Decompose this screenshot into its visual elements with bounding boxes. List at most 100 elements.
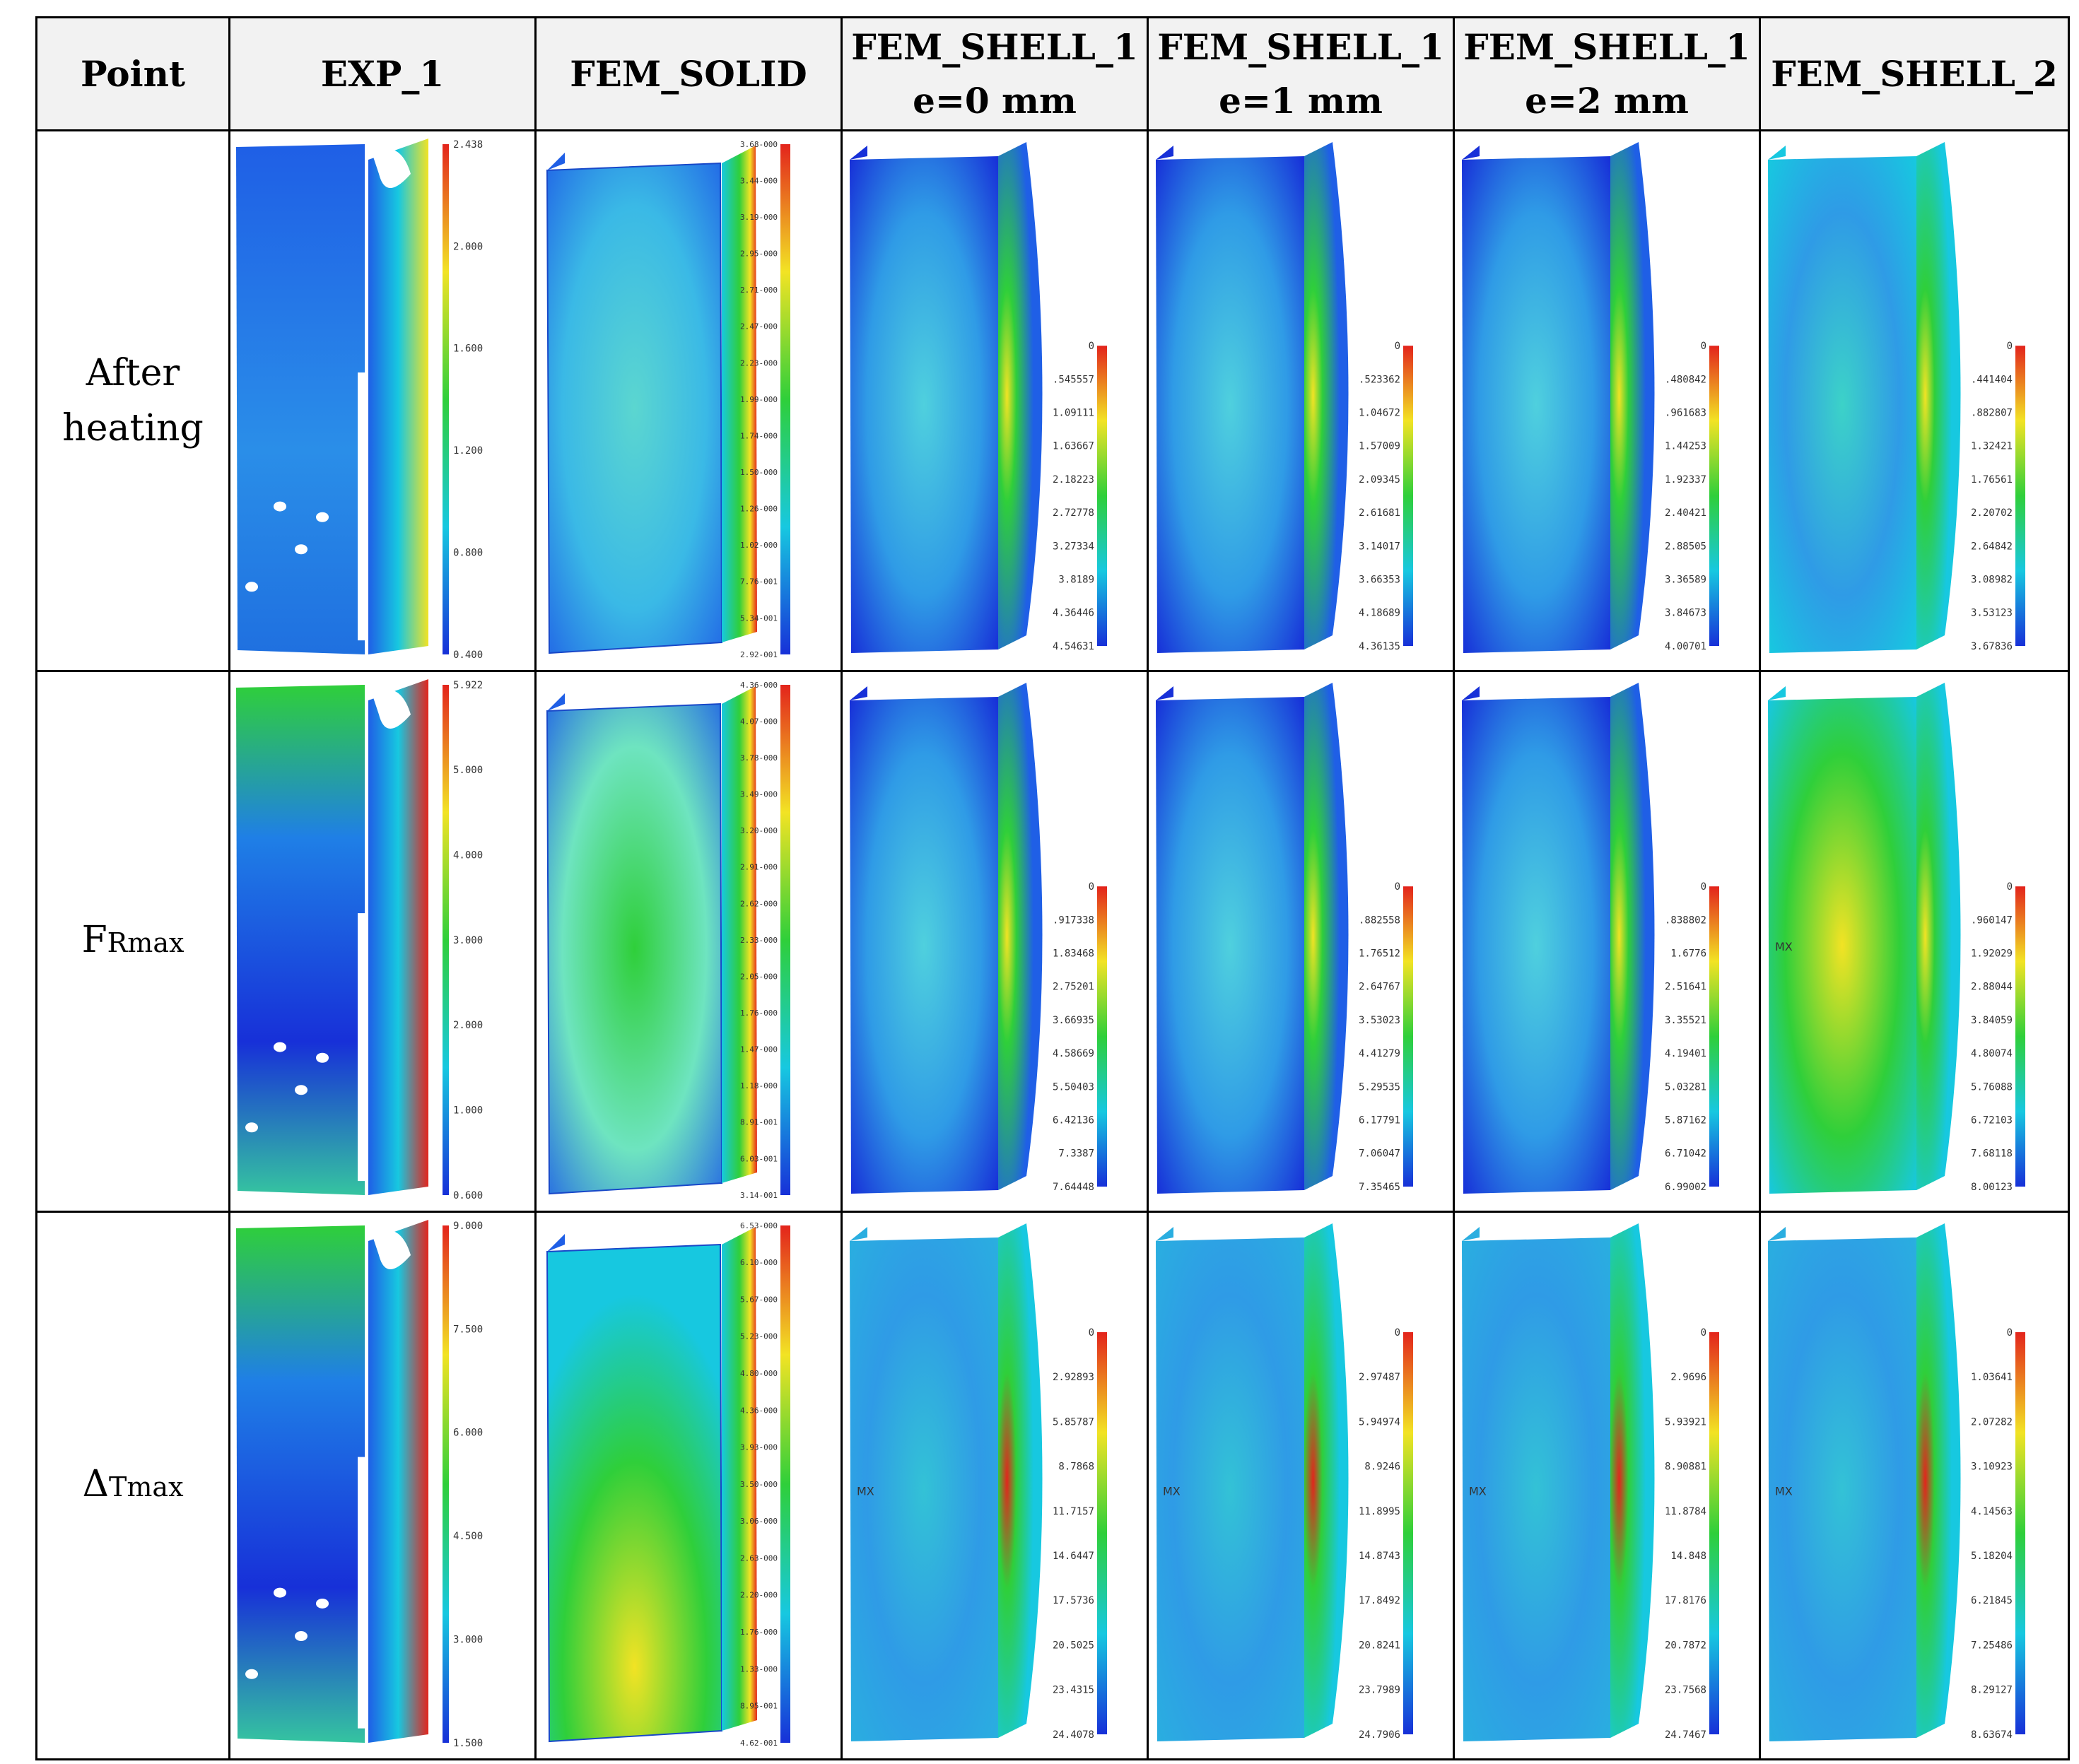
colorbar-tick-label: 1.76561 [1971,474,2013,486]
max-marker-label: MX [1775,1484,1793,1498]
colorbar-tick-label: 1.6776 [1670,948,1706,960]
colorbar-tick-label: 3.000 [453,1635,483,1646]
colorbar-tick-label: 5.000 [453,765,483,776]
colorbar-tick-label: 8.29127 [1971,1685,2013,1696]
colorbar-tick-label: 5.922 [453,680,483,691]
colorbar-tick-label: 7.64448 [1053,1182,1094,1193]
colorbar-tick-label: 0.400 [453,649,483,661]
colorbar-tick-label: .545557 [1053,374,1094,385]
plot-cell: 9.000 7.500 6.000 4.500 3.000 1.500 [228,1211,537,1760]
row-label-main: F [81,919,107,961]
shell-contour-plot: 0 .480842 .961683 1.44253 1.92337 2.40421 2.88… [1462,142,1719,653]
colorbar-tick-label: 7.3387 [1058,1148,1094,1160]
colorbar-tick-label: 4.36-000 [740,681,778,690]
colorbar [2015,346,2025,646]
header-fem-shell-2: FEM_SHELL_2 [1759,16,2070,131]
colorbar-tick-label: 4.80074 [1971,1048,2013,1059]
exp-panel-side [368,139,428,654]
colorbar-tick-label: 3.68-000 [740,140,778,149]
colorbar-tick-label: 5.85787 [1053,1416,1094,1428]
colorbar-tick-label: 0 [2007,1327,2013,1339]
colorbar-tick-label: 2.91-000 [740,863,778,872]
colorbar-tick-label: 2.18223 [1053,474,1094,486]
colorbar-tick-label: 4.14563 [1971,1506,2013,1517]
colorbar-tick-label: 3.06-000 [740,1517,778,1526]
colorbar-tick-label: 2.95-000 [740,249,778,259]
shell-contour-plot: 0 .838802 1.6776 2.51641 3.35521 4.19401 5.032… [1462,683,1719,1194]
colorbar-tick-label: 1.99-000 [740,395,778,404]
colorbar-tick-label: 2.9696 [1670,1372,1706,1383]
colorbar-tick-label: 2.07282 [1971,1416,2013,1428]
table-row: After heating 2.438 2.000 1.600 1.200 0.800 0.… [35,129,2070,672]
colorbar-tick-label: 1.44253 [1665,441,1706,452]
colorbar-tick-label: 14.848 [1670,1551,1706,1562]
colorbar-tick-label: 4.19401 [1665,1048,1706,1059]
shell-side-face [1304,683,1349,1190]
colorbar-tick-label: 0.600 [453,1190,483,1201]
colorbar-tick-label: 11.8995 [1359,1506,1400,1517]
colorbar-tick-label: .960147 [1971,915,2013,926]
colorbar-tick-label: 4.00701 [1665,641,1706,652]
colorbar-tick-label: 9.000 [453,1221,483,1232]
colorbar-tick-label: 0 [1395,881,1400,893]
colorbar-tick-label: 4.80-000 [740,1369,778,1378]
colorbar-tick-label: .523362 [1359,374,1400,385]
colorbar-tick-label: 2.20-000 [740,1591,778,1600]
exp-panel-side [368,679,428,1195]
colorbar-tick-label: 1.63667 [1053,441,1094,452]
header-fem-shell-1-e2: FEM_SHELL_1 e=2 mm [1453,16,1761,131]
colorbar-tick-label: 3.20-000 [740,826,778,835]
colorbar-tick-label: 0 [1701,341,1706,352]
colorbar-tick-label: 2.33-000 [740,936,778,945]
colorbar-tick-label: 0 [1701,1327,1706,1339]
colorbar-tick-label: 3.84059 [1971,1015,2013,1026]
colorbar-tick-label: 14.6447 [1053,1551,1094,1562]
colorbar-tick-label: 5.50403 [1053,1081,1094,1093]
shell-front-face [1462,156,1610,653]
colorbar-tick-label: .441404 [1971,374,2013,385]
colorbar-tick-label: 1.000 [453,1105,483,1117]
colorbar-tick-label: 5.93921 [1665,1416,1706,1428]
colorbar-tick-label: 7.500 [453,1324,483,1335]
colorbar-tick-label: 11.8784 [1665,1506,1706,1517]
colorbar-tick-label: 5.76088 [1971,1081,2013,1093]
colorbar-tick-label: 8.00123 [1971,1182,2013,1193]
solid-side-face [722,146,757,642]
plot-cell: MX 0 .960147 1.92029 2.88044 3.84059 4.80074 5.… [1759,670,2070,1213]
shell-side-face [1610,142,1655,649]
shell-front-face [1156,156,1304,653]
colorbar-tick-label: 1.02-000 [740,541,778,550]
colorbar [1097,346,1107,646]
colorbar-tick-label: 3.49-000 [740,790,778,799]
colorbar-tick-label: 7.68118 [1971,1148,2013,1160]
plot-cell: 0 .917338 1.83468 2.75201 3.66935 4.58669 5.50… [841,670,1149,1213]
shell-contour-plot: MX 0 2.92893 5.85787 8.7868 11.7157 14.6447 17.… [850,1223,1107,1741]
colorbar [780,685,790,1195]
shell-front-face [1768,1237,1916,1741]
colorbar-tick-label: 5.94974 [1359,1416,1400,1428]
colorbar-tick-label: 3.66935 [1053,1015,1094,1026]
colorbar-tick-label: 20.8241 [1359,1640,1400,1651]
row-label-sub: Rmax [107,927,185,958]
colorbar-tick-label: 3.44-000 [740,176,778,185]
colorbar-tick-label: 5.29535 [1359,1081,1400,1093]
colorbar-tick-label: .961683 [1665,408,1706,419]
table-row: ΔTmax 9.000 7.500 6.000 4.500 3.000 1.500 6.53-… [35,1211,2070,1760]
colorbar-tick-label: .882807 [1971,408,2013,419]
shell-front-face [1156,697,1304,1194]
colorbar-tick-label: .838802 [1665,915,1706,926]
plot-cell: 5.922 5.000 4.000 3.000 2.000 1.000 0.600 [228,670,537,1213]
colorbar-tick-label: 3.19-000 [740,213,778,222]
colorbar-tick-label: 2.92893 [1053,1372,1094,1383]
shell-side-face [1610,683,1655,1190]
exp-panel-front [236,685,365,1195]
colorbar-tick-label: 0 [1701,881,1706,893]
colorbar-tick-label: 23.7989 [1359,1685,1400,1696]
colorbar-tick-label: 1.92337 [1665,474,1706,486]
colorbar-tick-label: 5.03281 [1665,1081,1706,1093]
colorbar-tick-label: 0.800 [453,548,483,559]
shell-contour-plot: MX 0 2.9696 5.93921 8.90881 11.8784 14.848 17.8… [1462,1223,1719,1741]
colorbar-tick-label: 6.000 [453,1428,483,1439]
colorbar-tick-label: 2.09345 [1359,474,1400,486]
colorbar-tick-label: 4.36446 [1053,608,1094,619]
